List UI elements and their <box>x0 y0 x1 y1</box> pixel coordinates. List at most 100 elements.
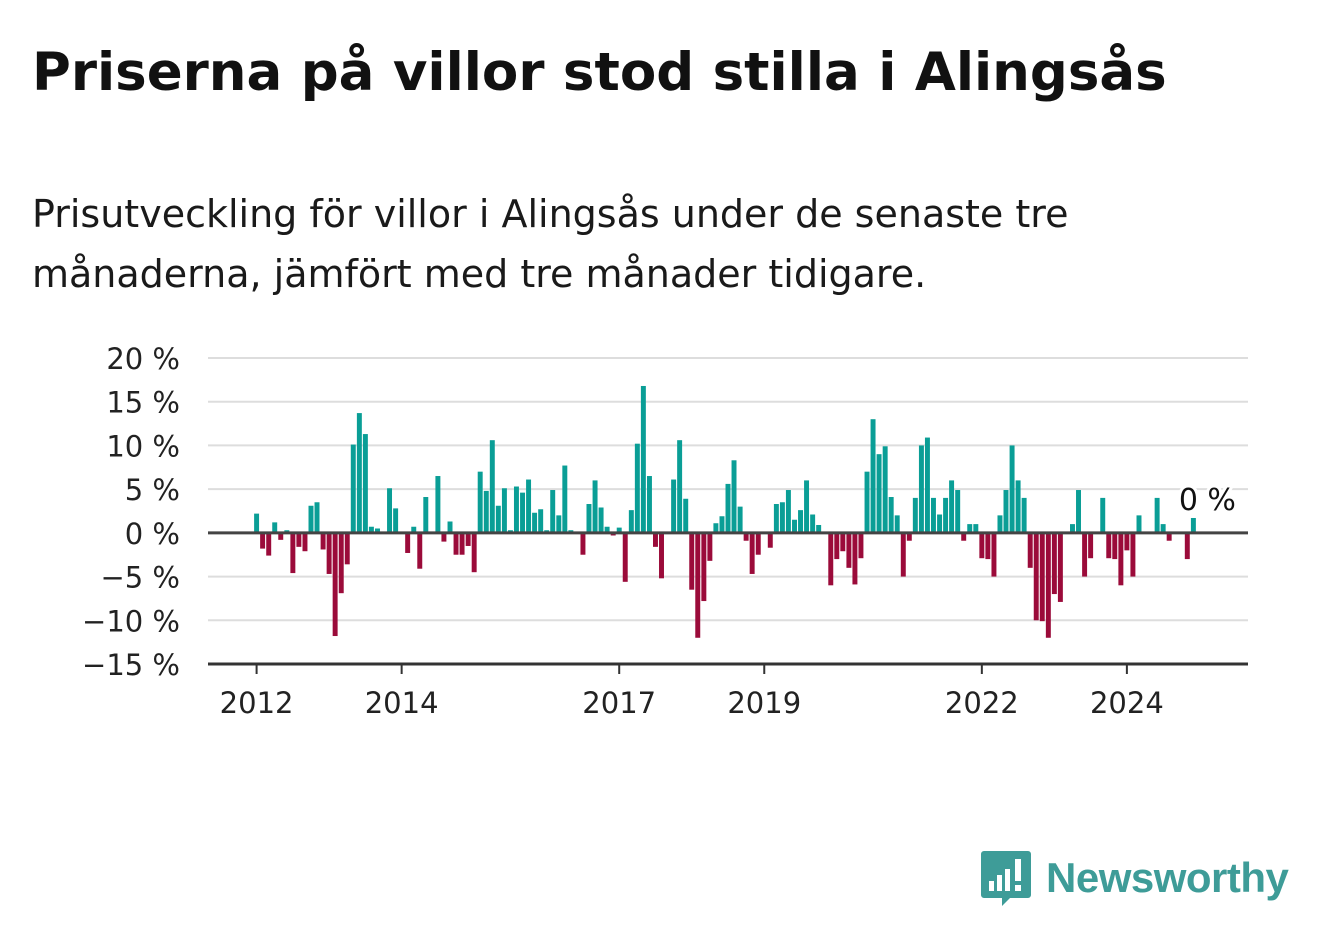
y-tick-label: 20 % <box>106 342 180 376</box>
bar-negative <box>653 532 658 547</box>
bar-positive <box>894 515 900 533</box>
bar-positive <box>785 490 791 533</box>
bar-negative <box>985 532 991 560</box>
bar-positive <box>423 497 429 533</box>
bar-negative <box>701 532 707 602</box>
bar-positive <box>1070 524 1075 533</box>
bar-negative <box>1027 532 1033 568</box>
x-tick-label: 2019 <box>727 686 801 720</box>
bar-positive <box>804 480 810 533</box>
bar-positive <box>272 522 278 533</box>
bar-negative <box>858 532 864 559</box>
labels: 20 % 15 % 10 % 5 % 0 % −5 % −10 % −15 % 2012 2014… <box>82 342 1239 720</box>
bar-positive <box>773 504 779 533</box>
bar-positive <box>538 509 544 533</box>
bar-negative <box>338 532 344 594</box>
bar-positive <box>356 413 362 533</box>
bar-positive <box>888 497 894 533</box>
bar-positive <box>1100 497 1106 533</box>
bar-positive <box>495 505 501 533</box>
chart-subtitle: Prisutveckling för villor i Alingsås und… <box>32 192 1069 296</box>
bar-negative <box>743 532 749 541</box>
bar-positive <box>350 444 356 533</box>
bar-negative <box>1124 532 1130 551</box>
bar-negative <box>1033 532 1039 621</box>
bar-positive <box>677 440 683 533</box>
bar-positive <box>792 519 797 533</box>
y-tick-label: 10 % <box>106 429 180 463</box>
bar-negative <box>459 532 465 555</box>
bar-negative <box>695 532 701 638</box>
bar-positive <box>375 528 380 533</box>
bar-positive <box>725 483 731 533</box>
bar-positive <box>628 510 634 533</box>
bar-negative <box>405 532 411 553</box>
bar-positive <box>526 479 532 533</box>
bar-negative <box>1106 532 1112 559</box>
bar-positive <box>513 486 519 533</box>
bar-negative <box>1118 532 1124 586</box>
bar-positive <box>586 504 592 533</box>
bar-negative <box>1130 532 1136 577</box>
bar-positive <box>967 524 973 533</box>
bar-positive <box>997 515 1003 533</box>
bar-positive <box>550 490 556 533</box>
bar-positive <box>308 505 314 533</box>
bar-negative <box>332 532 338 637</box>
bar-negative <box>465 532 471 546</box>
bar-positive <box>1076 490 1081 533</box>
bar-positive <box>955 490 961 533</box>
bar-negative <box>689 532 695 590</box>
bar-negative <box>302 532 308 552</box>
bar-positive <box>532 512 538 533</box>
bar-positive <box>1136 515 1142 533</box>
bar-negative <box>296 532 302 547</box>
bar-negative <box>1082 532 1088 577</box>
bar-positive <box>713 523 719 533</box>
bar-positive <box>876 454 882 533</box>
bar-positive <box>616 527 622 533</box>
bar-positive <box>592 480 598 533</box>
bar-positive <box>411 526 417 533</box>
bar-negative <box>1045 532 1051 638</box>
bar-positive <box>930 497 936 533</box>
bar-negative <box>1088 532 1094 559</box>
bar-negative <box>1166 532 1172 541</box>
bar-negative <box>846 532 852 568</box>
bar-positive <box>1154 497 1160 533</box>
bars <box>254 385 1196 638</box>
bar-negative <box>1112 532 1118 560</box>
y-tick-label: −5 % <box>100 561 180 595</box>
axes <box>208 531 1248 674</box>
bar-negative <box>622 532 628 582</box>
bar-negative <box>828 532 834 586</box>
bar-negative <box>707 532 713 561</box>
bar-negative <box>290 532 296 574</box>
bar-positive <box>314 502 320 533</box>
y-tick-label: −10 % <box>82 604 180 638</box>
bar-negative <box>278 532 284 540</box>
bar-negative <box>852 532 858 585</box>
bar-positive <box>671 479 677 533</box>
bar-negative <box>441 532 447 542</box>
bar-positive <box>1009 445 1015 533</box>
bar-positive <box>912 497 918 533</box>
bar-positive <box>646 476 652 533</box>
bar-positive <box>640 385 646 533</box>
bar-positive <box>501 488 507 533</box>
bar-positive <box>973 524 979 533</box>
y-tick-label: 15 % <box>106 386 180 420</box>
bar-positive <box>870 419 876 533</box>
bar-positive <box>483 490 489 533</box>
bar-positive <box>1003 490 1009 533</box>
bar-negative <box>755 532 761 555</box>
bar-positive <box>737 506 743 533</box>
bar-positive <box>477 471 483 533</box>
bar-negative <box>834 532 840 560</box>
bar-positive <box>1015 480 1021 533</box>
bar-negative <box>900 532 906 577</box>
bar-positive <box>254 513 260 533</box>
bar-positive <box>435 476 441 533</box>
bar-negative <box>1051 532 1057 595</box>
newsworthy-brand[interactable]: Newsworthy <box>980 848 1289 908</box>
